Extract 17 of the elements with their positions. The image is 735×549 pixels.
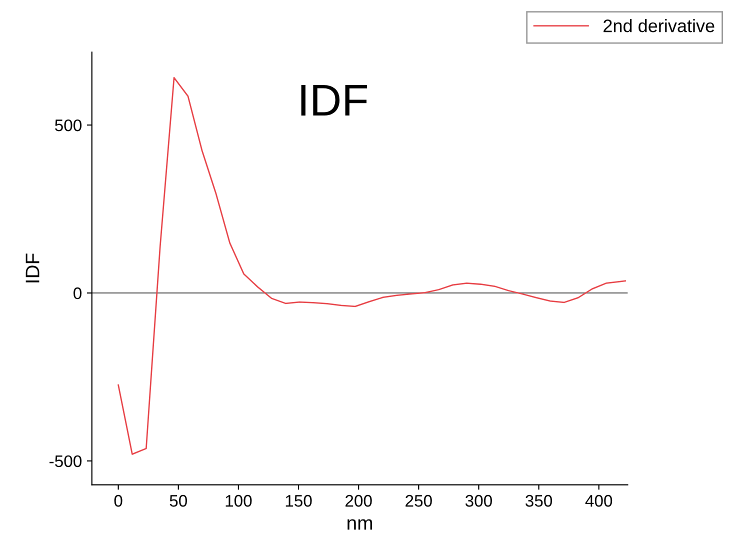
x-tick-label: 350 xyxy=(526,494,552,507)
y-tick-label: 500 xyxy=(55,119,82,132)
legend-label: 2nd derivative xyxy=(604,18,714,32)
x-tick-label: 150 xyxy=(286,494,312,507)
x-tick-label: 250 xyxy=(406,494,432,507)
y-tick-label: 0 xyxy=(74,287,82,300)
x-tick-label: 100 xyxy=(226,494,252,507)
x-tick-label: 400 xyxy=(585,494,612,507)
text: IDF xyxy=(301,84,368,116)
x-tick-label: 0 xyxy=(114,494,122,507)
y-tick-label: -500 xyxy=(50,455,82,468)
line-series xyxy=(118,76,626,455)
x-tick-label: 300 xyxy=(465,494,492,507)
x-axis-title: nm xyxy=(348,519,372,530)
x-tick-label: 200 xyxy=(346,494,372,507)
x-tick-label: 50 xyxy=(170,494,187,507)
y-axis-title: IDF xyxy=(26,254,40,282)
